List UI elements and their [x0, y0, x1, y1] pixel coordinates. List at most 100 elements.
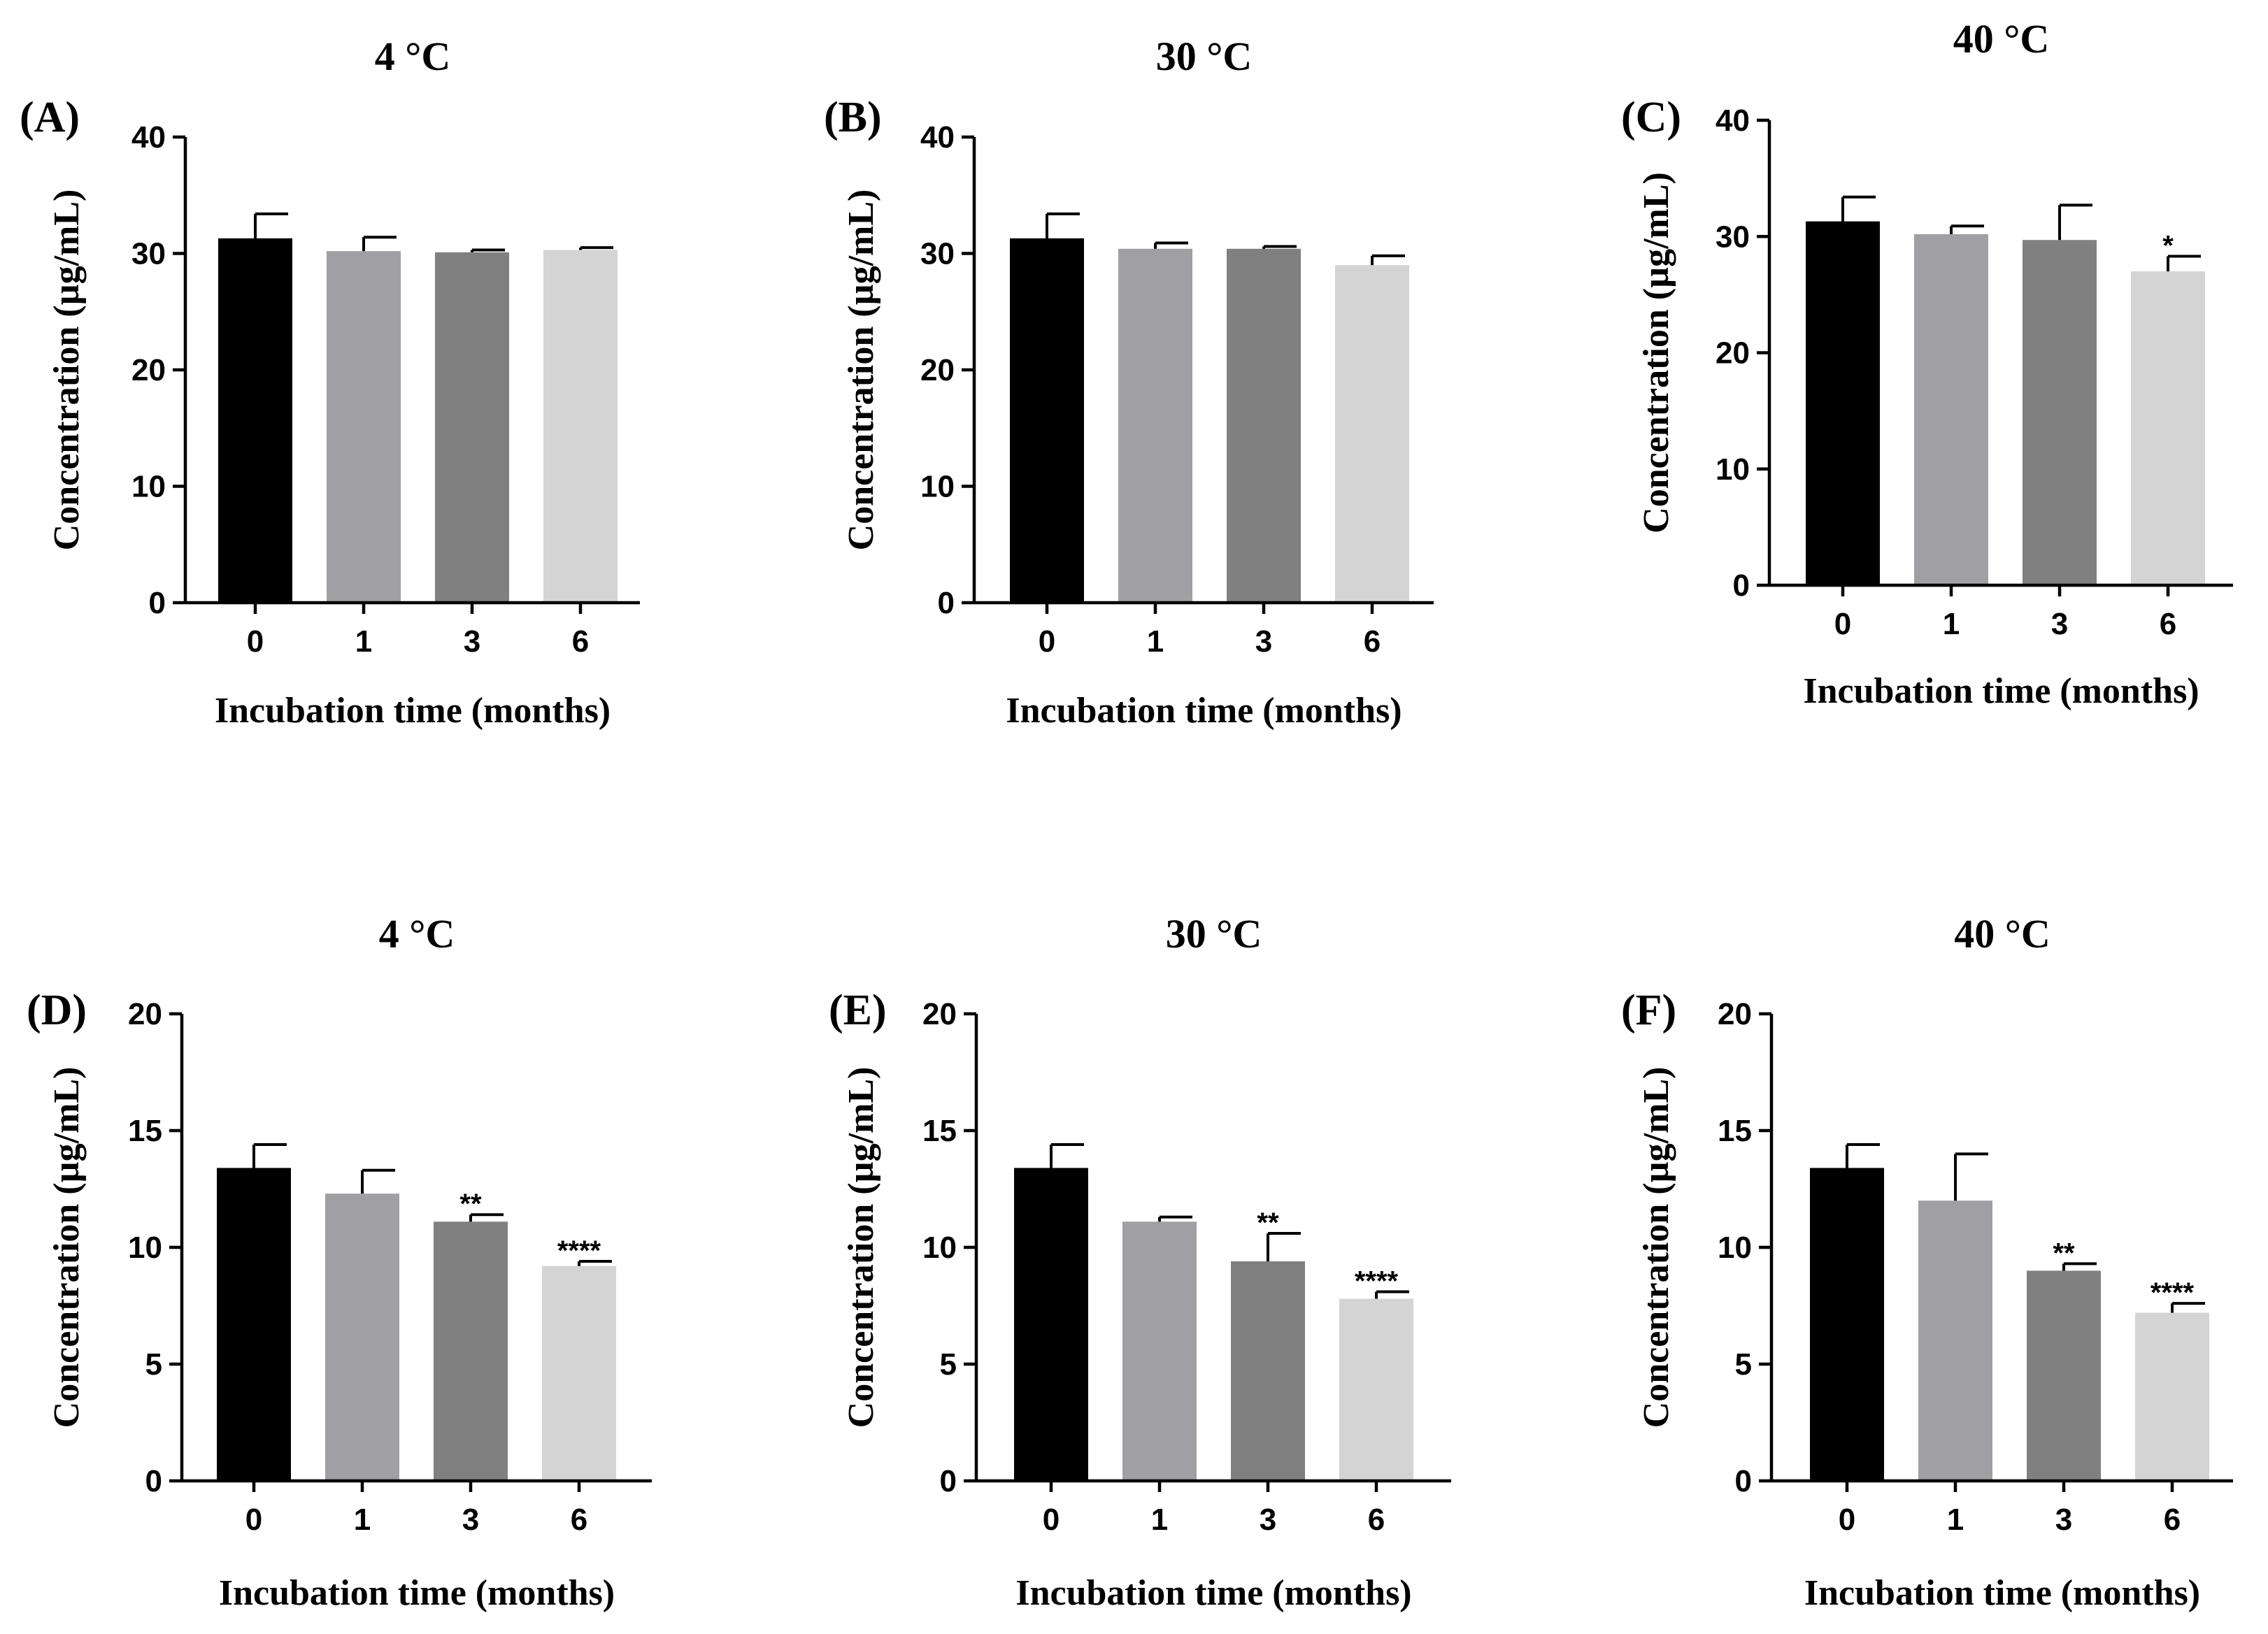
panel-letter: (B) [824, 94, 882, 141]
x-axis-label: Incubation time (months) [1006, 691, 1402, 731]
y-tick-label: 10 [922, 1231, 957, 1265]
x-tick-label: 1 [354, 1503, 371, 1537]
bar-month-6 [1335, 265, 1409, 603]
y-tick-label: 0 [940, 1464, 957, 1498]
y-tick-label: 20 [131, 353, 166, 387]
bar-month-0 [217, 1168, 291, 1481]
y-axis-label: Concentration (µg/mL) [47, 1067, 87, 1428]
y-tick-label: 0 [938, 586, 955, 620]
x-tick-label: 6 [1364, 624, 1381, 659]
y-tick-label: 20 [128, 997, 162, 1031]
panel-title: 4 °C [375, 34, 451, 79]
x-tick-label: 3 [1255, 624, 1272, 659]
panel-letter: (C) [1621, 94, 1681, 141]
y-tick-label: 20 [920, 353, 955, 387]
x-tick-label: 3 [462, 1503, 479, 1537]
y-tick-label: 15 [128, 1114, 162, 1148]
x-axis-label: Incubation time (months) [1803, 671, 2199, 711]
y-tick-label: 5 [145, 1347, 162, 1382]
bar-month-1 [1914, 234, 1988, 585]
bar-month-6 [542, 1266, 616, 1481]
x-tick-label: 0 [1039, 624, 1055, 659]
chart-panel-b: 0 1 3 6 0 10 20 30 40 30 °C (B) Incubation time (mo… [824, 34, 1434, 731]
panel-title: 40 °C [1953, 16, 2050, 62]
x-tick-label: 1 [1943, 607, 1960, 641]
y-tick-label: 0 [145, 1464, 162, 1498]
y-tick-label: 20 [1718, 997, 1752, 1031]
bar-month-1 [1918, 1201, 1992, 1481]
bar-month-3 [2027, 1270, 2101, 1481]
bar-month-1 [1122, 1221, 1197, 1481]
x-tick-label: 0 [1839, 1503, 1855, 1537]
y-tick-label: 10 [1716, 452, 1750, 487]
significance-label: * [2162, 231, 2174, 261]
bar-month-3 [434, 1221, 508, 1481]
bar-month-0 [1810, 1168, 1884, 1481]
x-axis-label: Incubation time (months) [215, 691, 611, 731]
bar-month-3 [435, 252, 509, 603]
y-tick-label: 15 [922, 1114, 957, 1148]
y-tick-label: 20 [922, 997, 957, 1031]
y-axis-label: Concentration (µg/mL) [1636, 172, 1676, 533]
y-tick-label: 10 [1718, 1231, 1752, 1265]
x-tick-label: 6 [572, 624, 589, 659]
x-tick-label: 6 [2160, 607, 2176, 641]
x-tick-label: 3 [1260, 1503, 1276, 1537]
y-tick-label: 20 [1716, 336, 1750, 371]
bar-month-6 [2135, 1312, 2209, 1481]
x-tick-label: 0 [245, 1503, 262, 1537]
bar-month-0 [1010, 238, 1084, 603]
panel-title: 4 °C [379, 911, 455, 956]
y-axis-label: Concentration (µg/mL) [841, 1067, 881, 1428]
bar-month-6 [2131, 271, 2205, 585]
chart-panel-c: 0 1 3 * 6 0 10 20 30 40 40 °C (C) Incubation time (m… [1621, 16, 2233, 711]
y-tick-label: 5 [1735, 1347, 1752, 1382]
bar-month-0 [1806, 221, 1880, 585]
x-axis-label: Incubation time (months) [1015, 1573, 1411, 1613]
y-tick-label: 40 [920, 120, 955, 155]
y-axis-label: Concentration (µg/mL) [841, 189, 881, 551]
significance-label: ** [459, 1189, 482, 1219]
x-tick-label: 1 [1151, 1503, 1168, 1537]
x-tick-label: 1 [355, 624, 372, 659]
panel-letter: (A) [20, 94, 80, 141]
y-tick-label: 10 [920, 470, 955, 504]
y-tick-label: 5 [940, 1347, 957, 1382]
x-tick-label: 3 [464, 624, 480, 659]
bar-month-1 [1118, 248, 1192, 603]
x-tick-label: 1 [1147, 624, 1164, 659]
bar-month-3 [2023, 240, 2097, 585]
x-tick-label: 6 [1368, 1503, 1385, 1537]
y-tick-label: 30 [1716, 220, 1750, 254]
y-tick-label: 0 [1735, 1464, 1752, 1498]
x-tick-label: 6 [571, 1503, 587, 1537]
chart-panel-a: 0 1 3 6 0 10 20 30 40 4 °C (A) Incubation time (mon… [20, 34, 640, 731]
significance-label: **** [2151, 1277, 2195, 1308]
x-axis-label: Incubation time (months) [219, 1573, 615, 1613]
chart-panel-d: 0 1 ** 3 **** 6 0 5 10 15 20 4 °C (D) Incubation time… [27, 911, 652, 1613]
significance-label: **** [557, 1235, 601, 1266]
bar-month-0 [218, 238, 292, 603]
bar-month-1 [325, 1194, 399, 1481]
chart-panel-e: 0 1 ** 3 **** 6 0 5 10 15 20 30 °C (E) Incubation tim… [829, 911, 1451, 1613]
x-tick-label: 0 [1043, 1503, 1060, 1537]
significance-label: ** [2053, 1238, 2075, 1268]
y-axis-label: Concentration (µg/mL) [1636, 1067, 1676, 1428]
y-tick-label: 0 [149, 586, 166, 620]
panel-title: 30 °C [1166, 911, 1262, 956]
x-tick-label: 0 [247, 624, 264, 659]
x-tick-label: 3 [2055, 1503, 2072, 1537]
y-tick-label: 40 [131, 120, 166, 155]
y-tick-label: 0 [1733, 568, 1750, 603]
y-tick-label: 30 [131, 237, 166, 271]
chart-panel-f: 0 1 ** 3 **** 6 0 5 10 15 20 40 °C (F) Incubation tim… [1621, 911, 2233, 1613]
x-axis-label: Incubation time (months) [1804, 1573, 2200, 1613]
panel-letter: (F) [1621, 987, 1676, 1034]
x-tick-label: 0 [1834, 607, 1851, 641]
significance-label: **** [1355, 1266, 1399, 1296]
y-tick-label: 30 [920, 237, 955, 271]
x-tick-label: 6 [2164, 1503, 2181, 1537]
y-tick-label: 10 [128, 1231, 162, 1265]
bar-month-1 [327, 251, 401, 603]
